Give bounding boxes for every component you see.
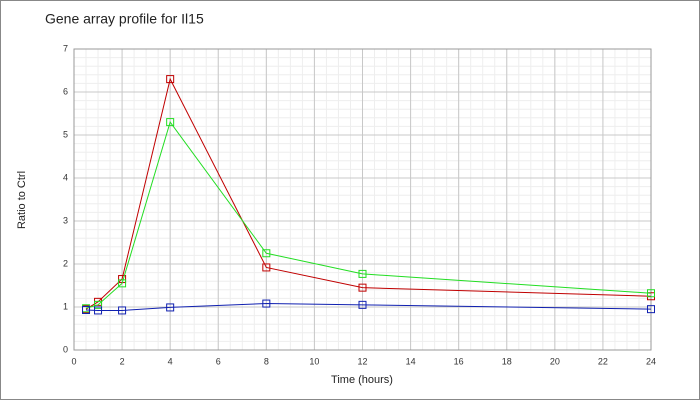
- x-tick-label: 12: [357, 356, 367, 366]
- x-tick-label: 4: [168, 356, 173, 366]
- point-marker: [82, 306, 91, 315]
- x-tick-label: 24: [646, 356, 656, 366]
- point-marker: [118, 279, 127, 288]
- y-tick-label: 6: [63, 86, 68, 96]
- x-axis-label: Time (hours): [331, 374, 393, 386]
- point-marker: [647, 289, 655, 298]
- plot-frame: [73, 48, 652, 351]
- point-marker: [358, 300, 367, 309]
- y-tick-label: 7: [63, 43, 68, 53]
- point-marker: [94, 306, 103, 315]
- x-tick-label: 6: [216, 356, 221, 366]
- y-tick-label: 4: [63, 172, 68, 182]
- point-marker: [262, 263, 271, 272]
- y-axis-label: Ratio to Ctrl: [16, 171, 28, 229]
- y-tick-label: 2: [63, 258, 68, 268]
- x-tick-label: 18: [502, 356, 512, 366]
- x-tick-label: 2: [120, 356, 125, 366]
- x-tick-label: 14: [406, 356, 416, 366]
- point-marker: [358, 283, 367, 292]
- point-marker: [358, 269, 367, 278]
- point-marker: [94, 300, 103, 309]
- y-tick-label: 0: [63, 344, 68, 354]
- x-tick-label: 22: [598, 356, 608, 366]
- series-line: [85, 120, 652, 309]
- point-marker: [262, 249, 271, 258]
- chart-title: Gene array profile for Il15: [45, 11, 204, 27]
- point-marker: [166, 118, 175, 127]
- series-line: [86, 303, 652, 311]
- point-marker: [262, 299, 271, 308]
- point-marker: [647, 305, 655, 314]
- x-tick-label: 10: [309, 356, 319, 366]
- y-tick-label: 5: [63, 129, 68, 139]
- point-marker: [118, 306, 127, 315]
- x-tick-label: 0: [71, 356, 76, 366]
- point-marker: [166, 75, 175, 84]
- y-tick-label: 3: [63, 215, 68, 225]
- x-tick-label: 16: [454, 356, 464, 366]
- x-tick-label: 20: [550, 356, 560, 366]
- x-tick-label: 8: [264, 356, 269, 366]
- point-marker: [166, 303, 175, 312]
- y-tick-label: 1: [63, 301, 68, 311]
